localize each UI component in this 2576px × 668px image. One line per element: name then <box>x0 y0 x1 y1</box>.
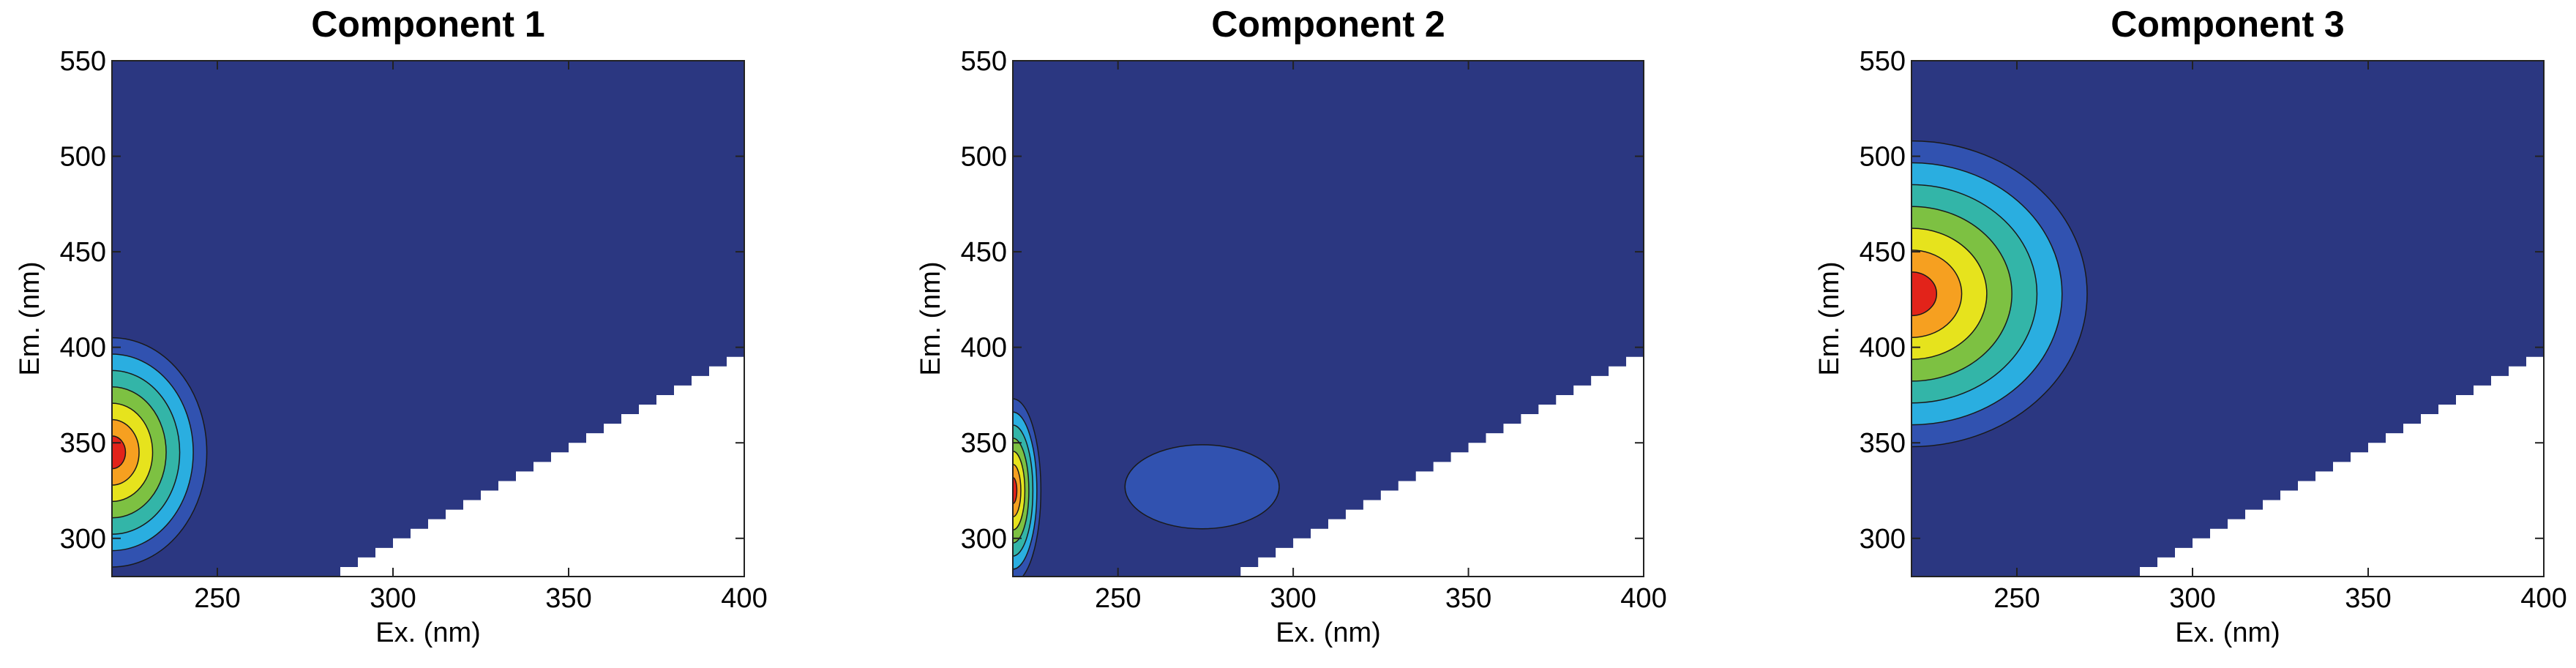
chart-title: Component 1 <box>311 4 544 45</box>
y-tick-label: 550 <box>961 46 1007 77</box>
y-tick-label: 400 <box>1860 333 1906 364</box>
chart-title: Component 2 <box>1211 4 1445 45</box>
y-tick-label: 550 <box>60 46 106 77</box>
plot-area <box>1912 61 2544 577</box>
y-axis-label: Em. (nm) <box>15 261 45 375</box>
y-tick-label: 350 <box>961 428 1007 459</box>
x-tick-label: 250 <box>1095 583 1141 614</box>
x-tick-label: 300 <box>1270 583 1316 614</box>
scatter-mask <box>323 347 744 577</box>
axes-box <box>1012 60 1644 577</box>
x-tick-label: 250 <box>194 583 240 614</box>
y-tick-label: 450 <box>60 237 106 268</box>
contour-level <box>1124 444 1280 530</box>
scatter-mask <box>1223 347 1644 577</box>
y-tick-label: 500 <box>60 142 106 173</box>
x-tick-label: 350 <box>1445 583 1491 614</box>
x-tick-label: 400 <box>721 583 767 614</box>
y-tick-label: 500 <box>1860 142 1906 173</box>
panel: 250 300 350 400 300 350 400 450 500 550 Component … <box>15 4 768 648</box>
x-tick-label: 400 <box>2520 583 2566 614</box>
y-axis-label: Em. (nm) <box>1814 261 1845 375</box>
x-axis-label: Ex. (nm) <box>1276 618 1381 648</box>
y-tick-label: 450 <box>961 237 1007 268</box>
y-tick-label: 300 <box>1860 524 1906 555</box>
x-axis-label: Ex. (nm) <box>2175 618 2280 648</box>
x-tick-label: 400 <box>1620 583 1666 614</box>
panel: 250 300 350 400 300 350 400 450 500 550 Component … <box>916 4 1667 648</box>
y-tick-label: 400 <box>961 333 1007 364</box>
y-tick-label: 300 <box>60 524 106 555</box>
y-tick-label: 350 <box>1860 428 1906 459</box>
x-tick-label: 350 <box>2345 583 2391 614</box>
y-tick-label: 550 <box>1860 46 1906 77</box>
plot-area <box>1013 61 1644 577</box>
scatter-mask <box>2122 347 2544 577</box>
y-tick-label: 300 <box>961 524 1007 555</box>
plot-area <box>112 61 744 577</box>
axes-box <box>1911 60 2545 577</box>
axes-box <box>111 60 745 577</box>
x-axis-label: Ex. (nm) <box>375 618 481 648</box>
x-tick-label: 300 <box>2169 583 2215 614</box>
x-tick-label: 250 <box>1993 583 2040 614</box>
y-tick-label: 500 <box>961 142 1007 173</box>
y-tick-label: 350 <box>60 428 106 459</box>
y-axis-label: Em. (nm) <box>916 261 946 375</box>
panel: 250 300 350 400 300 350 400 450 500 550 Component … <box>1814 4 2567 648</box>
y-tick-label: 400 <box>60 333 106 364</box>
x-tick-label: 350 <box>545 583 591 614</box>
y-tick-label: 450 <box>1860 237 1906 268</box>
contour-level <box>1013 476 1018 505</box>
chart-title: Component 3 <box>2111 4 2344 45</box>
x-tick-label: 300 <box>370 583 416 614</box>
